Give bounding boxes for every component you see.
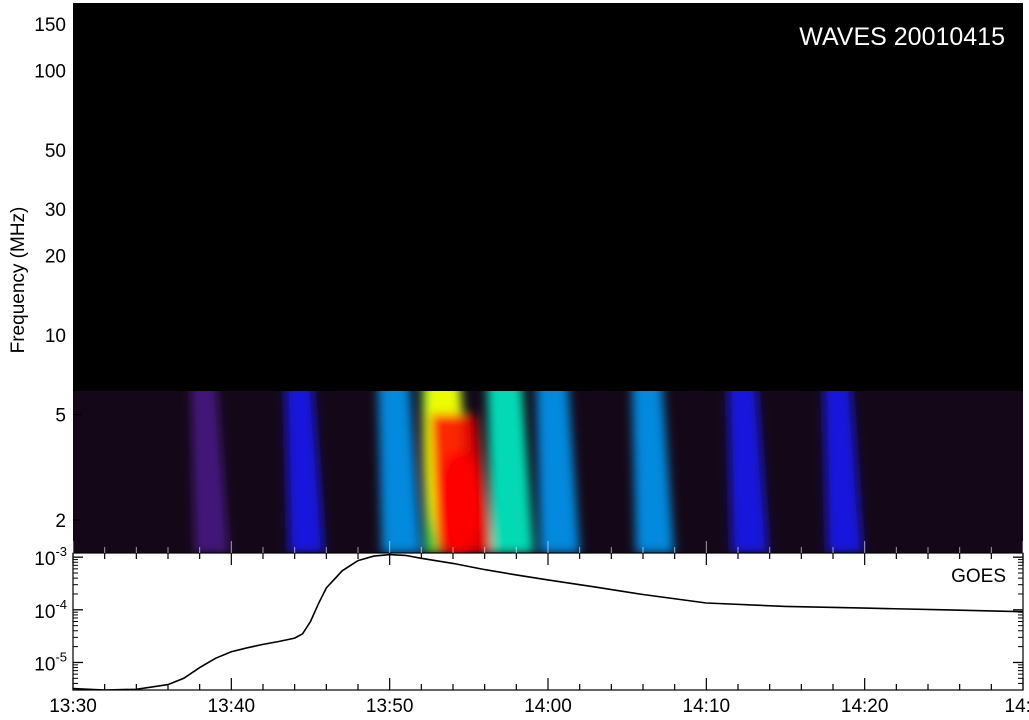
y-tick-label: 100: [34, 62, 66, 83]
goes-flux-curve: [73, 553, 1023, 690]
goes-y-tick-label: 10-5: [34, 649, 67, 675]
goes-y-ticks: 10-3 10-4 10-5: [34, 544, 1023, 675]
y-tick-label: 2: [55, 511, 66, 532]
spectrogram-feature: [823, 391, 863, 553]
x-tick-label: 13:30: [49, 696, 97, 717]
spectrogram-feature: [487, 391, 534, 553]
y-tick-label: 20: [45, 246, 66, 267]
x-tick-label: 14:3: [1005, 696, 1029, 717]
spectrogram-feature: [632, 391, 674, 553]
goes-y-tick-label: 10-4: [34, 597, 67, 623]
spectrogram-data-band: [73, 391, 1023, 553]
y-tick-label: 150: [34, 15, 66, 36]
time-axis-ticks: 13:30 13:40 13:50 14:00 14:10 14:20 14:3: [49, 541, 1029, 717]
spectrogram-feature: [378, 391, 422, 553]
y-tick-label: 5: [55, 406, 66, 427]
spectrogram-feature-core: [437, 450, 481, 553]
y-tick-label: 50: [45, 141, 66, 162]
spectrogram-feature: [727, 391, 769, 553]
goes-plot-area: [72, 552, 1024, 691]
x-tick-label: 13:50: [366, 696, 414, 717]
x-tick-label: 14:00: [524, 696, 572, 717]
goes-legend: GOES: [951, 566, 1006, 587]
spectrogram-feature: [191, 391, 229, 553]
spectrogram-y-ticks: 2 5 10 20 30 50 100 150: [34, 15, 81, 532]
spectrogram-title: WAVES 20010415: [799, 23, 1005, 51]
x-tick-label: 14:20: [841, 696, 889, 717]
spectrogram-panel: WAVES 20010415 Frequency (MHz) 2 5 10 20 30 5…: [8, 3, 1023, 553]
y-tick-label: 30: [45, 200, 66, 221]
x-tick-label: 13:40: [208, 696, 256, 717]
spectrogram-feature: [536, 391, 580, 553]
y-axis-label: Frequency (MHz): [8, 207, 29, 354]
spectrogram-feature: [285, 391, 325, 553]
y-tick-label: 10: [45, 326, 66, 347]
goes-panel: 10-3 10-4 10-5 GOES 13:30 13:40 13:50 14:00 14…: [34, 541, 1029, 717]
x-tick-label: 14:10: [683, 696, 731, 717]
goes-y-tick-label: 10-3: [34, 544, 67, 570]
